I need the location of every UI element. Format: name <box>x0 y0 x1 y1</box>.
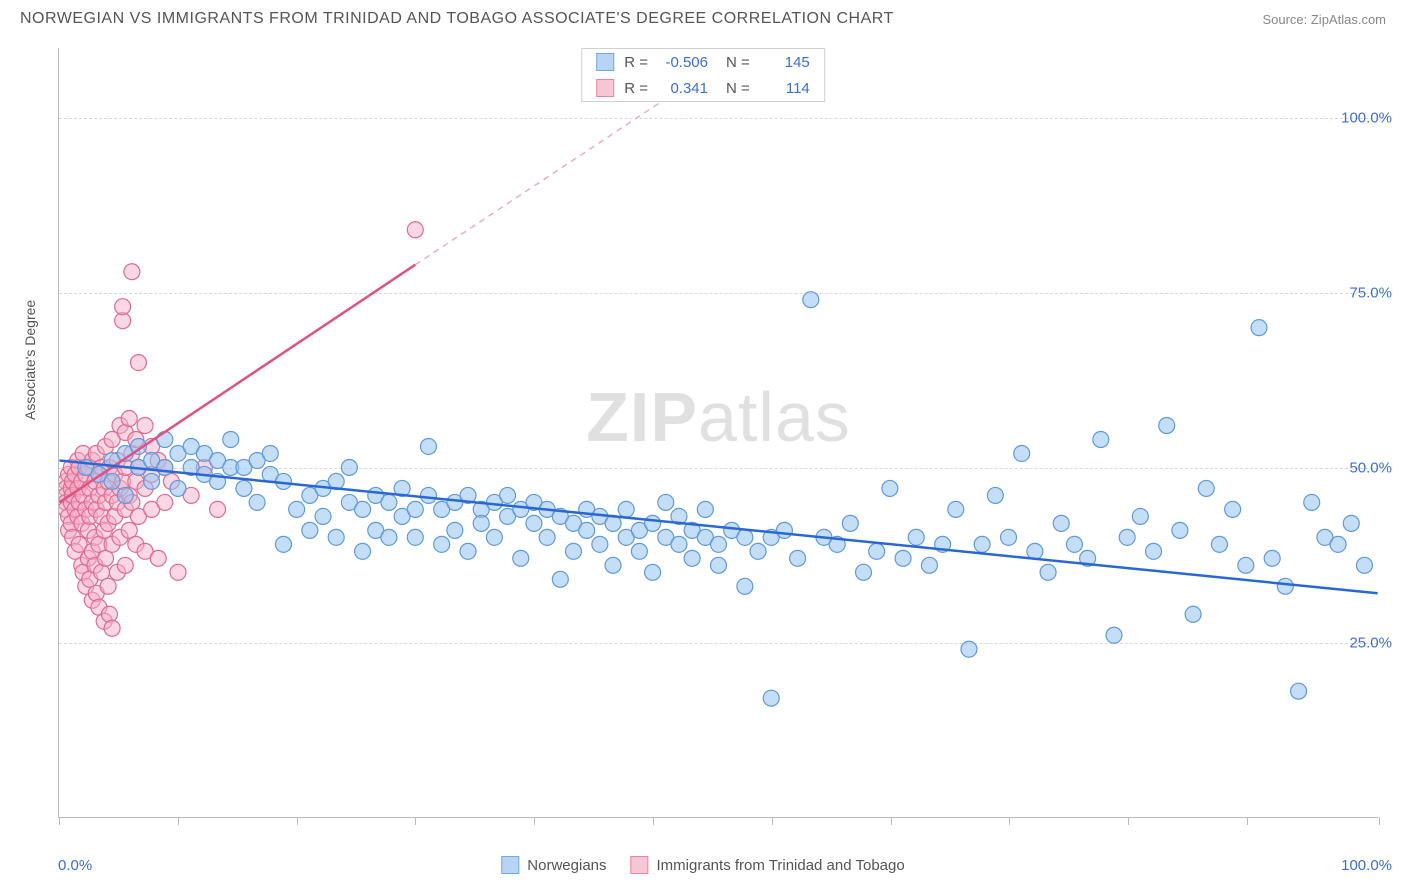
x-tick <box>891 817 892 825</box>
n-value: 145 <box>760 54 810 71</box>
chart-title: NORWEGIAN VS IMMIGRANTS FROM TRINIDAD AN… <box>20 10 894 28</box>
x-tick <box>1247 817 1248 825</box>
x-tick <box>1128 817 1129 825</box>
x-max-label: 100.0% <box>1341 857 1392 874</box>
x-tick <box>415 817 416 825</box>
x-tick <box>534 817 535 825</box>
x-min-label: 0.0% <box>58 857 92 874</box>
legend-swatch <box>596 53 614 71</box>
stats-legend-row: R = 0.341 N = 114 <box>582 75 824 101</box>
legend-label: Norwegians <box>527 857 606 874</box>
stats-legend: R = -0.506 N = 145 R = 0.341 N = 114 <box>581 48 825 102</box>
legend-swatch <box>501 856 519 874</box>
n-label: N = <box>726 80 750 97</box>
plot-svg <box>59 48 1378 817</box>
n-value: 114 <box>760 80 810 97</box>
r-value: -0.506 <box>658 54 708 71</box>
chart-area: ZIPatlas <box>58 48 1378 818</box>
legend-swatch <box>631 856 649 874</box>
legend-swatch <box>596 79 614 97</box>
r-label: R = <box>624 54 648 71</box>
legend-item: Norwegians <box>501 856 606 874</box>
source-label: Source: ZipAtlas.com <box>1262 12 1386 27</box>
x-tick <box>59 817 60 825</box>
x-tick <box>772 817 773 825</box>
bottom-legend: Norwegians Immigrants from Trinidad and T… <box>501 856 904 874</box>
stats-legend-row: R = -0.506 N = 145 <box>582 49 824 75</box>
legend-item: Immigrants from Trinidad and Tobago <box>631 856 905 874</box>
y-axis-label: Associate's Degree <box>22 300 38 420</box>
x-tick <box>1379 817 1380 825</box>
legend-label: Immigrants from Trinidad and Tobago <box>657 857 905 874</box>
n-label: N = <box>726 54 750 71</box>
x-tick <box>297 817 298 825</box>
r-value: 0.341 <box>658 80 708 97</box>
r-label: R = <box>624 80 648 97</box>
x-tick <box>653 817 654 825</box>
x-tick <box>1009 817 1010 825</box>
x-tick <box>178 817 179 825</box>
